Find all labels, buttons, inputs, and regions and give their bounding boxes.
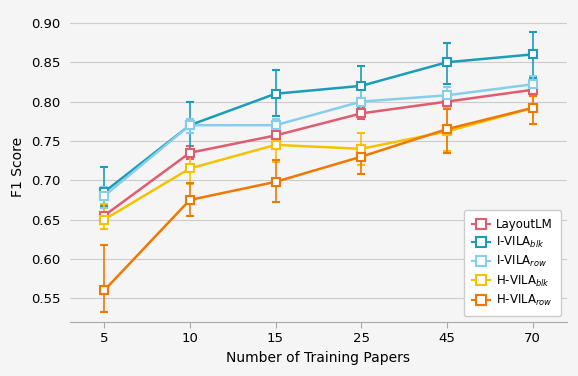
Legend: LayoutLM, I-VILA$_{blk}$, I-VILA$_{row}$, H-VILA$_{blk}$, H-VILA$_{row}$: LayoutLM, I-VILA$_{blk}$, I-VILA$_{row}$… — [464, 209, 561, 316]
X-axis label: Number of Training Papers: Number of Training Papers — [227, 351, 410, 365]
Y-axis label: F1 Score: F1 Score — [11, 136, 25, 197]
